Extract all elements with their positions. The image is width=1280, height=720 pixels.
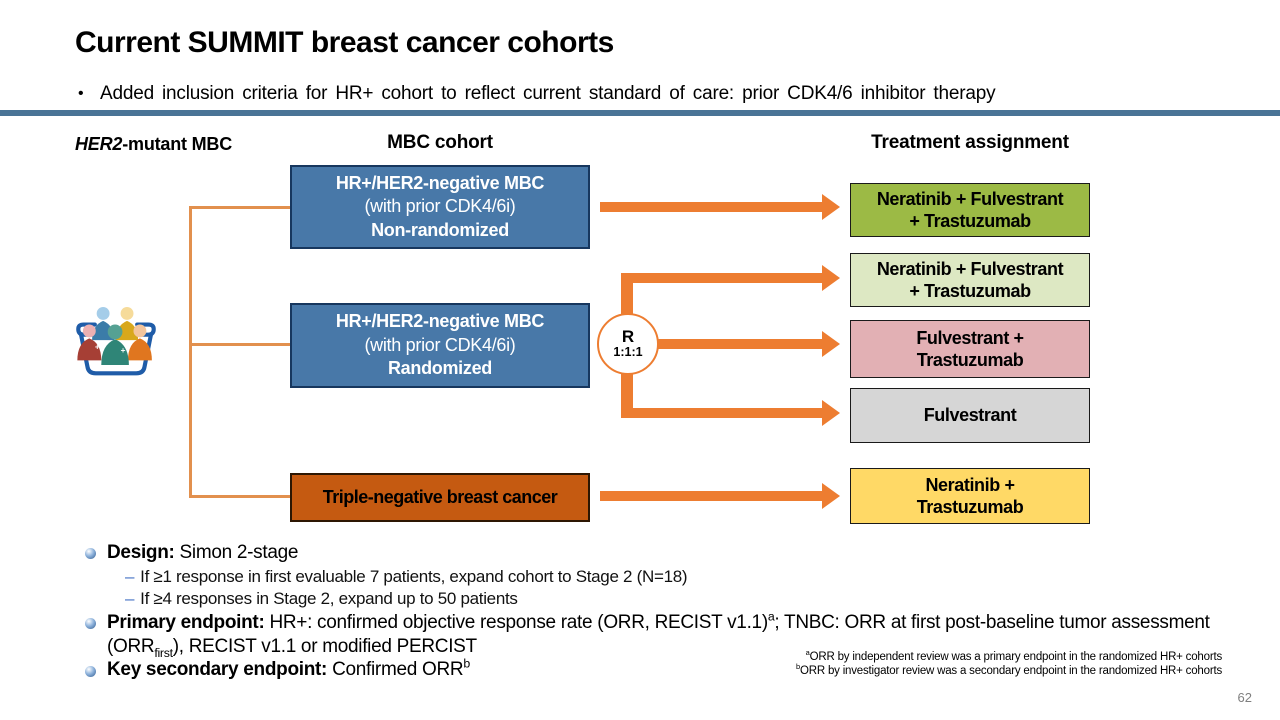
subtitle-bullet-line: • Added inclusion criteria for HR+ cohort… — [78, 83, 996, 105]
design-note: Design: Simon 2-stage — [107, 542, 299, 563]
her2-mutant-mbc-label: HER2-mutant MBC — [75, 134, 233, 154]
cohort-box-tnbc: Triple-negative breast cancer — [290, 473, 590, 522]
subtitle-text: Added inclusion criteria for HR+ cohort … — [100, 83, 996, 104]
arrow-randomized-arm1 — [621, 273, 822, 283]
footnote-b: bORR by investigator review was a second… — [796, 662, 1222, 677]
svg-text:+: + — [95, 342, 100, 351]
treatment-box-neratinib-fulvestrant-trastuzumab-1: Neratinib + Fulvestrant + Trastuzumab — [850, 183, 1090, 237]
randomization-circle: R 1:1:1 — [597, 313, 659, 375]
basket-of-patients-icon: + + + — [76, 307, 156, 376]
bullet-marker: • — [78, 85, 84, 102]
arrowhead-randomized-arm1 — [822, 265, 840, 291]
arrowhead-tnbc — [822, 483, 840, 509]
mbc-cohort-header: MBC cohort — [387, 132, 493, 153]
footnote-a: aORR by independent review was a primary… — [805, 648, 1223, 663]
page-number: 62 — [1237, 690, 1252, 705]
cohort-box-randomized: HR+/HER2-negative MBC (with prior CDK4/6… — [290, 303, 590, 388]
design-subnote-1: – If ≥1 response in first evaluable 7 pat… — [125, 567, 688, 586]
arrow-randomized-arm3 — [621, 408, 822, 418]
design-subnote-2: – If ≥4 responses in Stage 2, expand up t… — [125, 589, 518, 608]
sphere-bullet-icon — [85, 666, 96, 677]
cohort-tree-branch-bottom — [189, 495, 290, 498]
treatment-box-fulvestrant-trastuzumab: Fulvestrant + Trastuzumab — [850, 320, 1090, 378]
cohort-tree-branch-middle — [189, 343, 290, 346]
cohort-tree-branch-top — [189, 206, 290, 209]
cohort-tree-vertical-line — [189, 206, 192, 498]
footnotes: aORR by independent review was a primary… — [702, 648, 1223, 678]
sphere-bullet-icon — [85, 548, 96, 559]
arrowhead-nonrandomized — [822, 194, 840, 220]
treatment-box-neratinib-fulvestrant-trastuzumab-2: Neratinib + Fulvestrant + Trastuzumab — [850, 253, 1090, 307]
arrow-randomized-arm2 — [652, 339, 822, 349]
treatment-box-neratinib-trastuzumab: Neratinib + Trastuzumab — [850, 468, 1090, 524]
primary-endpoint-note: Primary endpoint: HR+: confirmed objecti… — [107, 609, 1210, 660]
page-title: Current SUMMIT breast cancer cohorts — [75, 26, 614, 59]
treatment-assignment-header: Treatment assignment — [871, 132, 1069, 153]
arrowhead-randomized-arm2 — [822, 331, 840, 357]
header-divider — [0, 110, 1280, 116]
svg-text:+: + — [121, 346, 126, 355]
key-secondary-endpoint-note: Key secondary endpoint: Confirmed ORRb — [107, 656, 470, 680]
treatment-box-fulvestrant: Fulvestrant — [850, 388, 1090, 443]
sphere-bullet-icon — [85, 618, 96, 629]
arrow-nonrandomized — [600, 202, 822, 212]
arrow-tnbc — [600, 491, 822, 501]
cohort-box-nonrandomized: HR+/HER2-negative MBC (with prior CDK4/6… — [290, 165, 590, 249]
arrowhead-randomized-arm3 — [822, 400, 840, 426]
